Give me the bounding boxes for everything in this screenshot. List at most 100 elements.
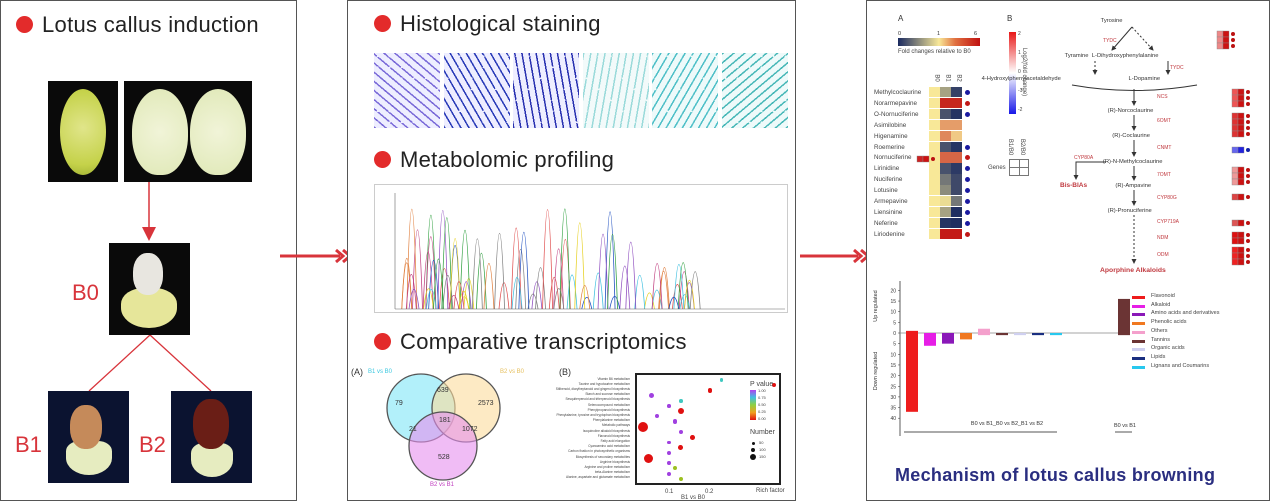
- gene-expression-cell: [1231, 231, 1239, 239]
- chromatogram-peak: [511, 276, 523, 310]
- gene-expression-cell: [1237, 258, 1245, 266]
- group-label: B0 vs B1_B0 vs B2_B1 vs B2: [971, 421, 1043, 427]
- significance-marker: [931, 157, 935, 161]
- bar-amino-acids-and-derivatives: [942, 333, 954, 344]
- gene-expression-cell: [1222, 30, 1230, 38]
- heatmap-row-label: Lirinidine: [874, 165, 900, 173]
- gene-expression-cell: [1237, 172, 1245, 180]
- legend-swatch: [1132, 356, 1145, 360]
- colorbar-caption: Fold changes relative to B0: [898, 49, 971, 55]
- venn-count: 639: [437, 387, 449, 394]
- gene-expression-cell: [1237, 94, 1245, 102]
- heatmap-row-label: Asimilobine: [874, 121, 907, 129]
- gene-expression-cell: [916, 155, 924, 163]
- heatmap-cell: [929, 130, 940, 141]
- chromatogram-peak: [401, 257, 413, 310]
- significance-marker: [1246, 90, 1250, 94]
- compound-label: Tyrosine: [1100, 18, 1123, 24]
- compound-label: L-Dihydroxyphenylalanine: [1091, 53, 1159, 59]
- x-axis-title: Rich factor: [756, 488, 785, 494]
- significance-marker: [1246, 120, 1250, 124]
- pathway-name: Vitamin B6 metabolism: [597, 376, 630, 381]
- venn-set-label: B2 vs B0: [500, 369, 525, 375]
- pathway-point: [667, 471, 672, 476]
- heatmap-row-label: Neferine: [874, 219, 898, 227]
- gene-expression-cell: [1216, 36, 1224, 44]
- significance-marker: [1246, 239, 1250, 243]
- pvalue-colorbar: [750, 390, 756, 420]
- heatmap-cell: [929, 141, 940, 152]
- chromatogram-peak: [535, 267, 546, 310]
- heatmap-cell: [951, 196, 962, 207]
- chromatogram-peak: [689, 271, 701, 310]
- enzyme-label: NDM: [1157, 235, 1169, 241]
- heatmap-cell: [951, 130, 962, 141]
- chromatogram-peak: [553, 288, 565, 310]
- gene-expression-cell: [1237, 193, 1245, 201]
- number-legend-dot: [750, 447, 756, 453]
- down-marker-icon: [965, 144, 970, 150]
- panel-title: Mechanism of lotus callus browning: [895, 465, 1216, 485]
- gene-expression-cell: [1237, 231, 1245, 239]
- compound-label: Tyramine: [1064, 53, 1089, 59]
- compound-label: (R)-N-Methylcoclaurine: [1102, 159, 1163, 165]
- gene-expression-cell: [1237, 146, 1245, 154]
- pathway-point: [719, 378, 724, 382]
- chromatogram-peak: [439, 268, 450, 310]
- legend-swatch: [1132, 313, 1145, 317]
- histology-image: [443, 53, 510, 128]
- compound-label: L-Dopamine: [1128, 76, 1161, 82]
- heatmap-row-label: Lotusine: [874, 187, 898, 195]
- gene-expression-cell: [1231, 112, 1239, 120]
- pathway-name: Phenylpropanoid biosynthesis: [587, 407, 630, 412]
- pathway-point: [678, 476, 683, 481]
- genes-legend-label: Genes: [988, 165, 1006, 171]
- heatmap-cell: [940, 152, 951, 163]
- genes-legend-grid: [1009, 159, 1029, 176]
- chromatogram-peak: [651, 263, 663, 310]
- group-label: B0 vs B1: [1114, 423, 1136, 429]
- venn-count: 79: [395, 400, 403, 407]
- gene-expression-cell: [1237, 118, 1245, 126]
- chromatogram-peak: [634, 274, 646, 310]
- chromatogram-peak: [668, 296, 680, 310]
- histology-image: [582, 53, 649, 128]
- significance-marker: [1246, 132, 1250, 136]
- pathway-name: Starch and sucrose metabolism: [585, 392, 630, 397]
- heatmap-cell: [951, 217, 962, 229]
- heatmap-cell: [940, 119, 951, 131]
- number-legend-dot: [750, 454, 756, 460]
- legend-label: Organic acids: [1151, 345, 1185, 352]
- gene-expression-cell: [1237, 219, 1245, 227]
- chromatogram-peak: [542, 209, 553, 310]
- enzyme-label: TYDC: [1103, 38, 1117, 44]
- enzyme-label: CYP80A: [1074, 155, 1094, 161]
- chromatogram-peak: [437, 210, 449, 310]
- down-marker-icon: [965, 90, 970, 95]
- enrichment-frame: [635, 373, 781, 485]
- gene-expression-cell: [1231, 88, 1239, 96]
- enrichment-label: (B): [559, 367, 571, 377]
- heatmap-cell: [929, 163, 940, 174]
- pathway-name: Arginine biosynthesis: [599, 459, 630, 464]
- gene-expression-cell: [1237, 100, 1245, 108]
- pathway-point: [677, 407, 685, 415]
- chromatogram-peak: [425, 236, 437, 310]
- heatmap-row-label: Methylcoclaurine: [874, 89, 922, 96]
- heatmap-cell: [951, 228, 962, 240]
- x-tick: 0.2: [705, 489, 714, 495]
- heatmap-cell: [940, 97, 951, 109]
- histology-image: [513, 53, 579, 128]
- significance-marker: [1231, 38, 1235, 42]
- chromatogram-peak: [548, 276, 560, 310]
- title-text: Metabolomic profiling: [400, 147, 615, 172]
- legend-label: Phenolic acids: [1151, 319, 1187, 326]
- gene-expression-cell: [1237, 112, 1245, 120]
- heatmap-cell: [940, 185, 951, 196]
- pathway-point: [678, 430, 683, 434]
- pvalue-tick: 0.00: [758, 416, 766, 421]
- pathway-point: [667, 450, 672, 455]
- pathway-point: [690, 434, 695, 440]
- gene-expression-cell: [1231, 219, 1239, 227]
- gene-expression-cell: [1222, 36, 1230, 44]
